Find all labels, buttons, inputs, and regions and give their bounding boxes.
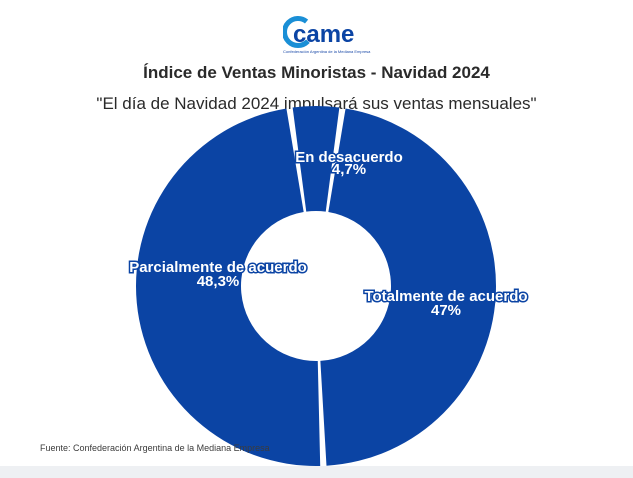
label-totalmente-de-acuerdo: Totalmente de acuerdo [364,288,527,305]
came-logo-mark: came [283,15,354,48]
logo-subtitle: Confederación Argentina de la Mediana Em… [283,49,371,54]
bottom-band [0,466,633,478]
logo-text: came [293,21,354,48]
chart-title: Índice de Ventas Minoristas - Navidad 20… [143,63,490,82]
slice-en-desacuerdo [292,106,340,212]
value-label-parcialmente-de-acuerdo: 48,3% [197,273,240,290]
chart-subtitle: "El día de Navidad 2024 impulsará sus ve… [96,94,537,113]
slice-parcialmente-de-acuerdo [135,108,321,467]
value-label-en-desacuerdo: 4,7% [332,161,366,178]
came-logo: came Confederación Argentina de la Media… [283,14,383,58]
value-label-totalmente-de-acuerdo: 47% [431,302,461,319]
slice-totalmente-de-acuerdo [320,108,497,466]
source-note: Fuente: Confederación Argentina de la Me… [40,443,270,453]
label-en-desacuerdo: En desacuerdo [295,149,403,166]
label-parcialmente-de-acuerdo: Parcialmente de acuerdo [129,259,307,276]
